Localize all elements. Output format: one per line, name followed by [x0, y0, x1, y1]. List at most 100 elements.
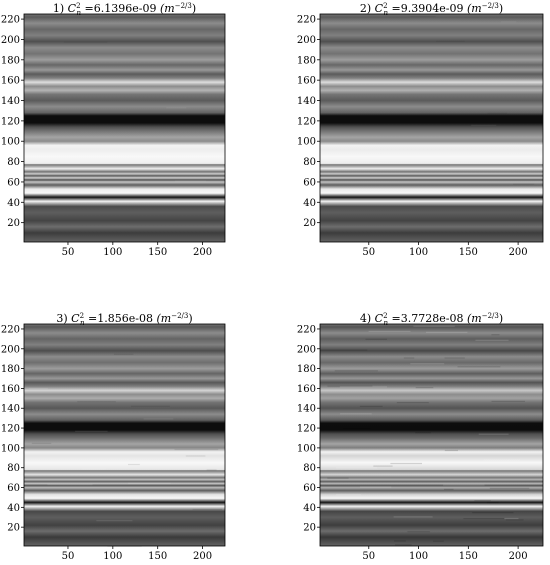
speckle: [444, 488, 454, 490]
speckle: [513, 183, 535, 185]
x-tick-label: 200: [193, 247, 212, 258]
speckle: [359, 405, 383, 407]
speckle: [415, 432, 431, 434]
speckle: [415, 387, 434, 389]
x-tick-label: 50: [62, 247, 75, 258]
speckle: [410, 16, 436, 18]
speckle: [410, 363, 445, 365]
y-tick-label: 100: [297, 137, 316, 148]
speckle: [336, 467, 377, 469]
y-tick-label: 180: [297, 55, 316, 66]
subplot-3: 50 100 150 200 20 40 60 80 100 120 140 160 180 200 220…: [1, 312, 226, 562]
y-tick-label: 40: [303, 198, 316, 209]
axes-frame: [319, 13, 544, 243]
x-tick-label: 100: [103, 551, 122, 562]
y-tick-label: 180: [297, 364, 316, 375]
x-tick-label: 200: [193, 551, 212, 562]
subplot-title: 1) C2 n =6.1396e-09 (m−2/3): [53, 2, 196, 17]
y-tick-label: 80: [7, 157, 20, 168]
speckle: [63, 41, 108, 43]
y-tick-label: 40: [7, 198, 20, 209]
speckle: [463, 518, 505, 520]
y-tick-label: 80: [303, 157, 316, 168]
x-tick-label: 150: [148, 551, 167, 562]
y-tick-label: 140: [1, 404, 20, 415]
speckle: [327, 477, 349, 479]
speckle: [185, 455, 206, 457]
subplot-title: 3) C2 n =1.856e-08 (m−2/3): [56, 312, 192, 327]
x-tick-label: 100: [409, 551, 428, 562]
speckle: [504, 517, 519, 520]
y-tick-label: 120: [1, 424, 20, 435]
speckle: [444, 449, 458, 452]
y-tick-label: 140: [297, 404, 316, 415]
speckle: [395, 544, 412, 546]
y-tick-label: 20: [303, 218, 316, 229]
speckle: [491, 334, 500, 336]
speckle: [426, 331, 468, 333]
speckle: [396, 402, 429, 404]
y-tick-label: 160: [1, 76, 20, 87]
speckle: [82, 468, 106, 470]
speckle: [335, 494, 362, 496]
subplot-1: 50 100 150 200 20 40 60 80 100 120 140 160 180 200 220…: [1, 2, 226, 258]
y-tick-label: 140: [297, 96, 316, 107]
y-tick-label: 100: [1, 443, 20, 454]
y-tick-label: 220: [1, 324, 20, 335]
y-tick-label: 60: [7, 483, 20, 494]
speckle: [342, 427, 371, 429]
y-tick-label: 60: [303, 177, 316, 188]
y-tick-label: 220: [297, 324, 316, 335]
y-tick-label: 100: [297, 443, 316, 454]
x-tick-label: 50: [362, 247, 375, 258]
heatmap-image-2: [320, 14, 543, 242]
y-tick-label: 20: [303, 523, 316, 534]
speckle: [505, 519, 524, 521]
speckle: [206, 469, 217, 471]
speckle: [407, 531, 430, 533]
heatmap-image-1: [24, 14, 225, 242]
speckle: [474, 500, 491, 502]
y-tick-label: 60: [7, 177, 20, 188]
y-tick-label: 220: [297, 15, 316, 26]
speckle: [166, 107, 187, 109]
speckle: [77, 401, 116, 403]
y-tick-label: 120: [297, 424, 316, 435]
speckle: [340, 413, 372, 415]
axes-frame: [23, 323, 226, 547]
speckle: [433, 540, 444, 542]
speckle: [360, 486, 392, 488]
speckle: [131, 405, 170, 407]
speckle: [487, 112, 508, 114]
heatmap-image-3: [24, 324, 225, 546]
speckle: [394, 540, 406, 542]
speckle: [489, 487, 530, 489]
speckle: [96, 520, 133, 522]
speckle: [368, 330, 411, 332]
y-tick-label: 40: [303, 503, 316, 514]
speckle: [443, 484, 485, 486]
y-tick-label: 120: [1, 116, 20, 127]
x-tick-label: 50: [362, 551, 375, 562]
x-tick-label: 150: [459, 247, 478, 258]
speckle: [143, 418, 174, 420]
y-tick-label: 120: [297, 116, 316, 127]
speckle: [472, 512, 514, 514]
y-tick-label: 180: [1, 55, 20, 66]
heatmap-image-4: [320, 324, 543, 546]
speckle: [128, 482, 171, 484]
subplot-title: 2) C2 n =9.3904e-09 (m−2/3): [360, 2, 503, 17]
x-tick-label: 50: [62, 551, 75, 562]
y-tick-label: 160: [297, 76, 316, 87]
y-tick-label: 140: [1, 96, 20, 107]
x-tick-label: 200: [509, 247, 528, 258]
y-tick-label: 20: [7, 523, 20, 534]
speckle: [471, 124, 497, 126]
x-tick-label: 100: [103, 247, 122, 258]
speckle: [128, 463, 140, 466]
speckle: [75, 430, 108, 432]
speckle: [486, 501, 499, 504]
speckle: [28, 387, 48, 390]
y-tick-label: 200: [1, 35, 20, 46]
